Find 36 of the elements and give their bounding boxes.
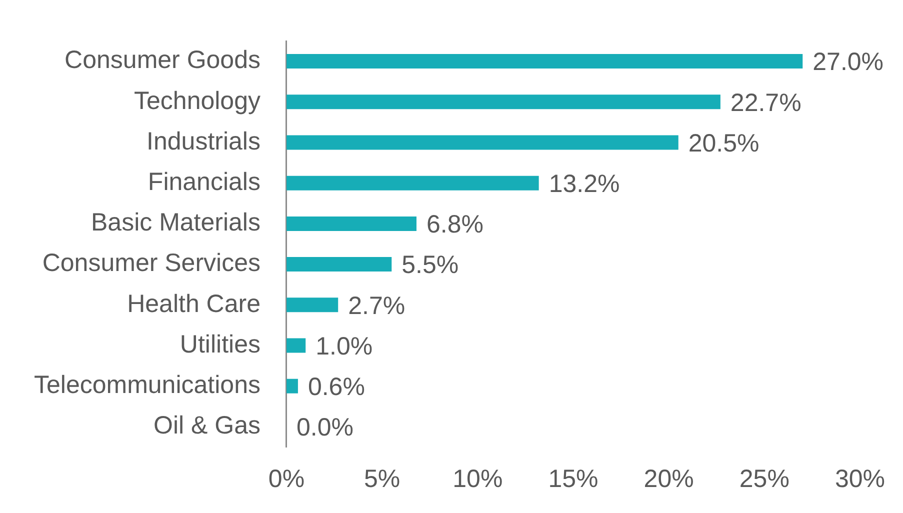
data-label: 27.0% [812, 48, 884, 76]
y-tick-label: Basic Materials [90, 208, 260, 237]
data-label: 6.8% [426, 210, 484, 239]
bar [286, 94, 720, 110]
y-tick-label: Oil & Gas [154, 412, 260, 440]
y-tick-label: Consumer Services [42, 249, 260, 278]
bar [286, 257, 392, 272]
x-tick-label: 10% [452, 464, 503, 493]
y-tick-label: Health Care [127, 290, 260, 318]
y-tick-label: Telecommunications [34, 370, 260, 399]
y-tick-label: Technology [134, 86, 261, 115]
y-tick-label: Utilities [180, 330, 260, 358]
bar [286, 54, 803, 69]
data-label: 0.6% [308, 372, 365, 401]
bar [286, 176, 539, 190]
x-tick-label: 20% [644, 464, 694, 493]
data-label: 20.5% [688, 129, 760, 158]
x-tick-label: 5% [364, 464, 400, 493]
data-label: 5.5% [402, 251, 459, 280]
y-tick-label: Consumer Goods [64, 46, 260, 74]
bar [286, 338, 306, 353]
data-label: 1.0% [316, 332, 373, 360]
x-tick-label: 25% [739, 464, 790, 493]
data-label: 13.2% [548, 170, 620, 198]
data-label: 2.7% [348, 292, 406, 320]
x-tick-label: 30% [834, 464, 886, 493]
data-label: 22.7% [730, 88, 802, 117]
bar [286, 298, 338, 312]
bar [286, 378, 298, 394]
bar [286, 135, 678, 150]
x-tick-label: 0% [268, 464, 305, 493]
x-tick-label: 15% [548, 464, 598, 493]
y-tick-label: Financials [148, 168, 260, 196]
bar [286, 216, 416, 231]
y-tick-label: Industrials [146, 127, 260, 156]
data-label: 0.0% [296, 414, 354, 442]
